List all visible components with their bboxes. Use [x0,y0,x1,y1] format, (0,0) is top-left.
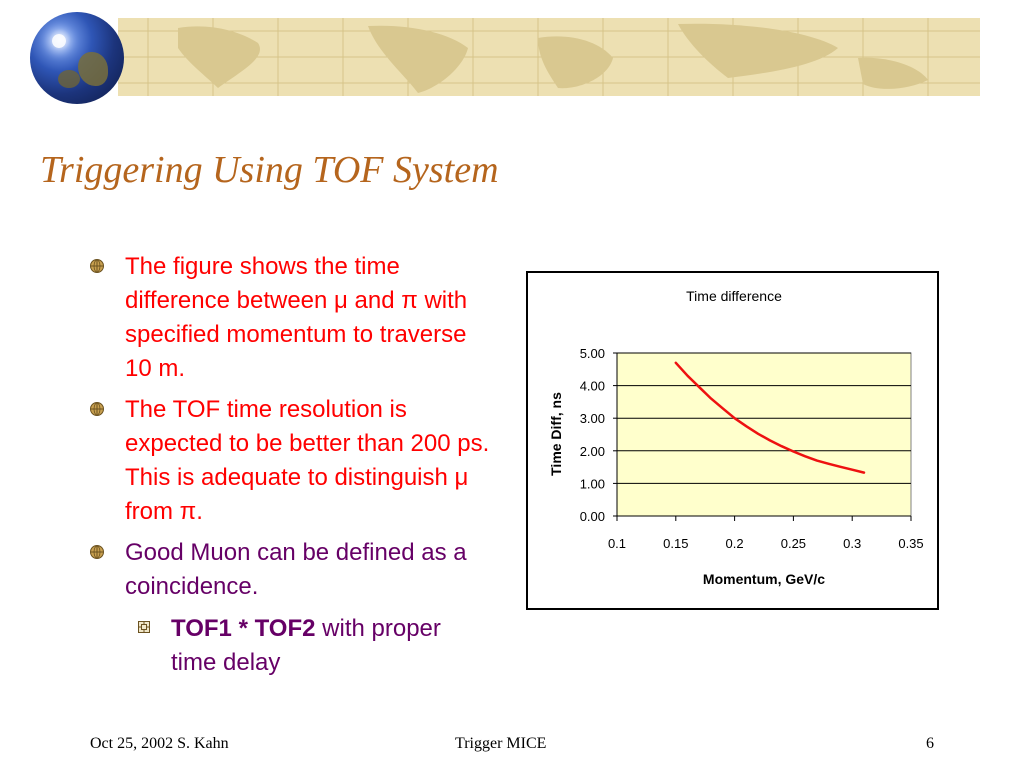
y-tick-label: 3.00 [580,411,605,426]
map-grid [118,18,980,96]
chart-frame: 0.00 1.00 2.00 3.00 4.00 5.00 0.1 0.15 0.2 0.25 0.… [526,271,939,610]
x-tick-label: 0.35 [898,536,923,551]
x-tick-label: 0.2 [726,536,744,551]
x-tick-label: 0.1 [608,536,626,551]
y-tick-label: 2.00 [580,444,605,459]
time-difference-chart: 0.00 1.00 2.00 3.00 4.00 5.00 0.1 0.15 0.2 0.25 0.… [548,288,924,587]
x-tick-label: 0.15 [663,536,688,551]
chart-title: Time difference [686,288,782,304]
header-banner [0,0,1024,110]
footer-presentation-title: Trigger MICE [455,735,547,752]
sub-bullet-text: TOF1 * TOF2 with proper time delay [171,612,478,680]
globe-land [78,52,108,86]
sub-bullet-rest: with proper time delay [171,615,441,676]
x-axis-label: Momentum, GeV/c [703,571,825,587]
sub-bullet-item: TOF1 * TOF2 with proper time delay [138,612,478,680]
world-map-banner [118,18,980,96]
bullet-item: Good Muon can be defined as a coincidenc… [90,536,490,604]
globe-logo [30,12,124,104]
globe-bullet-icon [90,545,104,559]
globe-bullet-icon [90,402,104,416]
bullet-text: The TOF time resolution is expected to b… [125,396,490,525]
bullet-text: The figure shows the time difference bet… [125,253,468,382]
footer-date-author: Oct 25, 2002 S. Kahn [90,735,229,752]
footer-page-number: 6 [926,735,934,752]
y-tick-label: 0.00 [580,509,605,524]
x-tick-label: 0.3 [843,536,861,551]
y-tick-label: 1.00 [580,476,605,491]
sub-bullet-bold: TOF1 * TOF2 [171,615,316,642]
page-title: Triggering Using TOF System [40,149,499,191]
globe-highlight [52,34,66,48]
bullet-text: Good Muon can be defined as a coincidenc… [125,539,467,600]
y-tick-label: 4.00 [580,379,605,394]
x-tick-label: 0.25 [781,536,806,551]
square-bullet-icon [138,621,150,633]
bullet-item: The figure shows the time difference bet… [90,250,490,386]
globe-bullet-icon [90,259,104,273]
series-line [674,361,866,474]
globe-land [58,70,80,88]
y-axis-label: Time Diff, ns [548,392,564,476]
plot-area [616,352,912,517]
bullet-item: The TOF time resolution is expected to b… [90,393,490,529]
y-tick-label: 5.00 [580,346,605,361]
